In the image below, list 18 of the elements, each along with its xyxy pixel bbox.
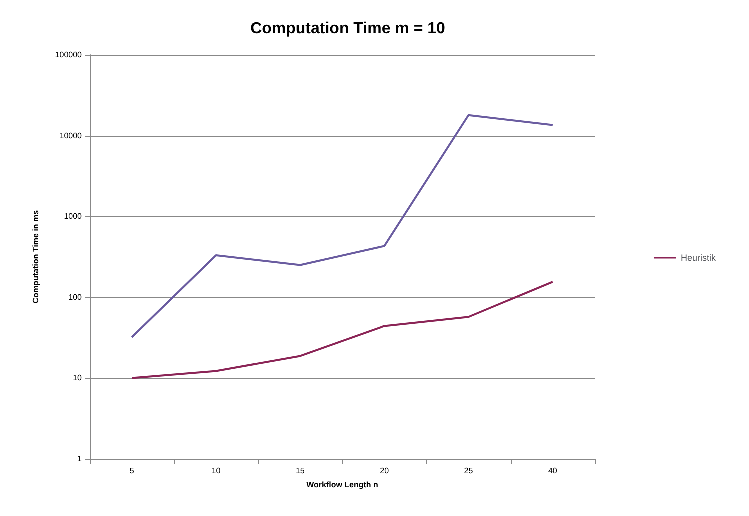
line-series — [131, 114, 554, 338]
y-tick-label: 100 — [68, 292, 83, 302]
y-tick-label: 10 — [73, 374, 83, 383]
line-series — [131, 281, 554, 380]
x-tick-label: 40 — [548, 466, 558, 476]
legend-label: Heuristik — [680, 253, 716, 263]
x-tick-label: 15 — [296, 466, 306, 476]
x-tick-label: 25 — [464, 466, 474, 476]
y-tick-label: 10000 — [60, 131, 83, 140]
y-axis-title: Computation Time in ms — [32, 210, 40, 304]
y-tick-label: 1 — [78, 454, 83, 464]
x-tick-label: 10 — [212, 466, 222, 476]
x-tick-label: 5 — [130, 466, 135, 476]
y-tick-label: 100000 — [55, 50, 83, 60]
x-tick-label: 20 — [380, 466, 390, 476]
y-tick-label: 1000 — [64, 212, 83, 222]
x-axis-title: Workflow Length n — [306, 480, 379, 490]
chart-title: Computation Time m = 10 — [250, 20, 446, 38]
